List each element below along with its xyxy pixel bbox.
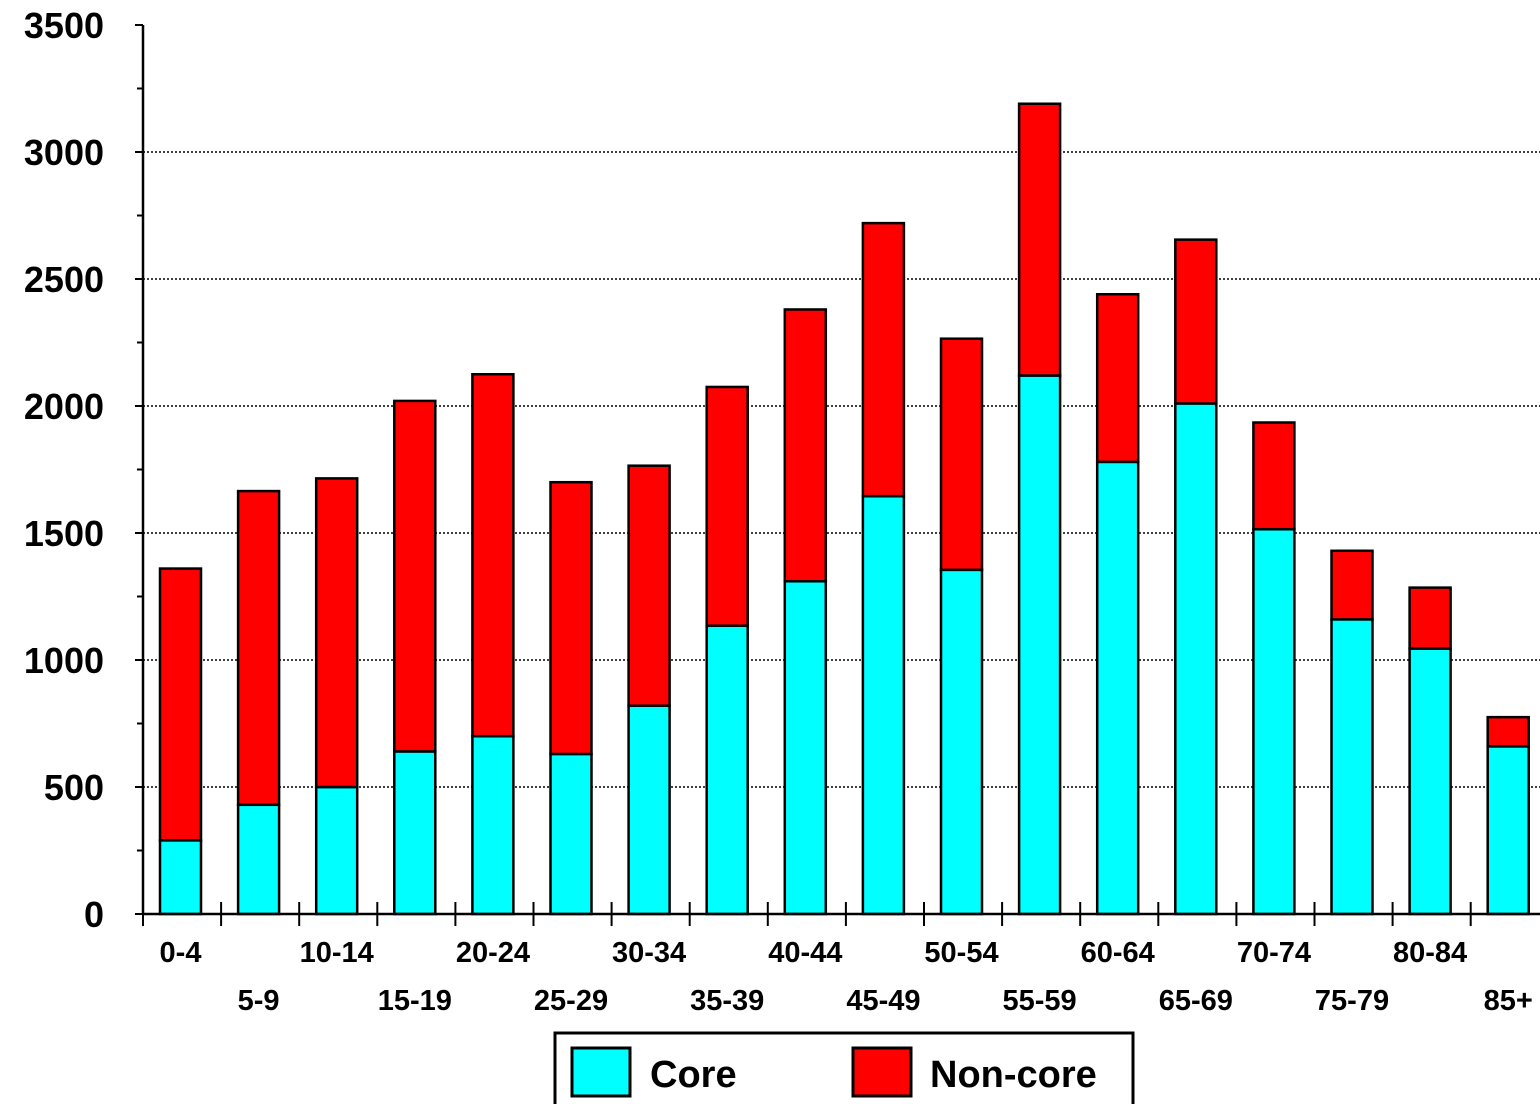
bar-non-core-55-59	[1017, 102, 1062, 377]
bar-non-core-65-69	[1174, 238, 1218, 405]
y-tick-label: 2500	[24, 259, 104, 300]
axis-layer	[135, 24, 1540, 926]
x-tick-label: 35-39	[690, 985, 764, 1017]
bar-non-core-35-39	[705, 385, 749, 627]
x-tick-label: 50-54	[924, 937, 998, 969]
legend-label-core: Core	[650, 1054, 737, 1096]
x-tick-label: 15-19	[378, 985, 452, 1017]
bar-core-25-29	[549, 752, 593, 916]
x-tick-label: 80-84	[1393, 937, 1467, 969]
y-tick-label: 2000	[24, 386, 104, 427]
x-tick-label: 70-74	[1237, 937, 1311, 969]
bar-non-core-60-64	[1095, 292, 1140, 464]
bar-core-45-49	[861, 494, 906, 916]
x-tick-label: 55-59	[1003, 985, 1077, 1017]
bar-non-core-0-4	[158, 567, 203, 842]
x-tick-label: 65-69	[1159, 985, 1233, 1017]
x-tick-label: 5-9	[238, 985, 280, 1017]
bar-non-core-5-9	[236, 489, 281, 807]
y-tick-label: 3000	[24, 132, 104, 173]
legend-box	[553, 1031, 1135, 1104]
bar-non-core-15-19	[393, 399, 437, 753]
bar-non-core-85+	[1486, 715, 1530, 748]
bar-core-50-54	[939, 568, 984, 916]
bar-core-80-84	[1408, 647, 1452, 916]
bar-core-15-19	[393, 750, 437, 916]
bar-core-20-24	[471, 734, 515, 916]
bar-core-75-79	[1330, 618, 1374, 916]
x-tick-label: 85+	[1484, 985, 1533, 1017]
x-tick-label: 30-34	[612, 937, 686, 969]
bar-non-core-25-29	[549, 480, 593, 756]
label-layer: 0 500 1000 1500 2000 2500 3000 3500 0-4 5-9 10-141…	[24, 5, 1533, 1017]
y-tick-label: 1000	[24, 640, 104, 681]
y-tick-label: 500	[44, 767, 104, 808]
x-tick-label: 0-4	[160, 937, 202, 969]
bar-non-core-30-34	[627, 464, 671, 707]
bar-non-core-70-74	[1252, 421, 1296, 531]
legend-label-non-core: Non-core	[930, 1054, 1097, 1096]
y-tick-label: 1500	[24, 513, 104, 554]
bar-layer	[158, 102, 1530, 916]
x-tick-label: 75-79	[1315, 985, 1389, 1017]
x-tick-label: 10-14	[300, 937, 374, 969]
grid-layer	[143, 151, 1540, 788]
x-tick-label: 40-44	[768, 937, 842, 969]
bar-core-60-64	[1095, 460, 1140, 916]
bar-core-10-14	[314, 785, 359, 916]
bar-non-core-80-84	[1408, 586, 1452, 650]
x-tick-label: 60-64	[1081, 937, 1155, 969]
legend-swatch-non-core	[851, 1046, 913, 1098]
bar-core-5-9	[236, 803, 281, 916]
legend-swatch-core	[570, 1046, 632, 1098]
bar-core-85+	[1486, 745, 1530, 916]
x-tick-label: 20-24	[456, 937, 530, 969]
bar-core-35-39	[705, 624, 749, 916]
legend: Core Non-core	[553, 1031, 1135, 1104]
bar-core-65-69	[1174, 402, 1218, 916]
x-tick-label: 25-29	[534, 985, 608, 1017]
bar-non-core-10-14	[314, 477, 359, 789]
bar-non-core-20-24	[471, 373, 515, 738]
bar-core-0-4	[158, 839, 203, 916]
y-tick-label: 0	[84, 894, 104, 935]
bar-core-30-34	[627, 704, 671, 916]
bar-non-core-50-54	[939, 337, 984, 572]
bar-non-core-45-49	[861, 221, 906, 498]
bar-non-core-40-44	[783, 308, 828, 583]
bar-core-70-74	[1252, 527, 1296, 916]
bar-core-55-59	[1017, 374, 1062, 916]
bar-non-core-75-79	[1330, 549, 1374, 621]
x-tick-label: 45-49	[846, 985, 920, 1017]
y-tick-label: 3500	[24, 5, 104, 46]
bar-core-40-44	[783, 580, 828, 916]
